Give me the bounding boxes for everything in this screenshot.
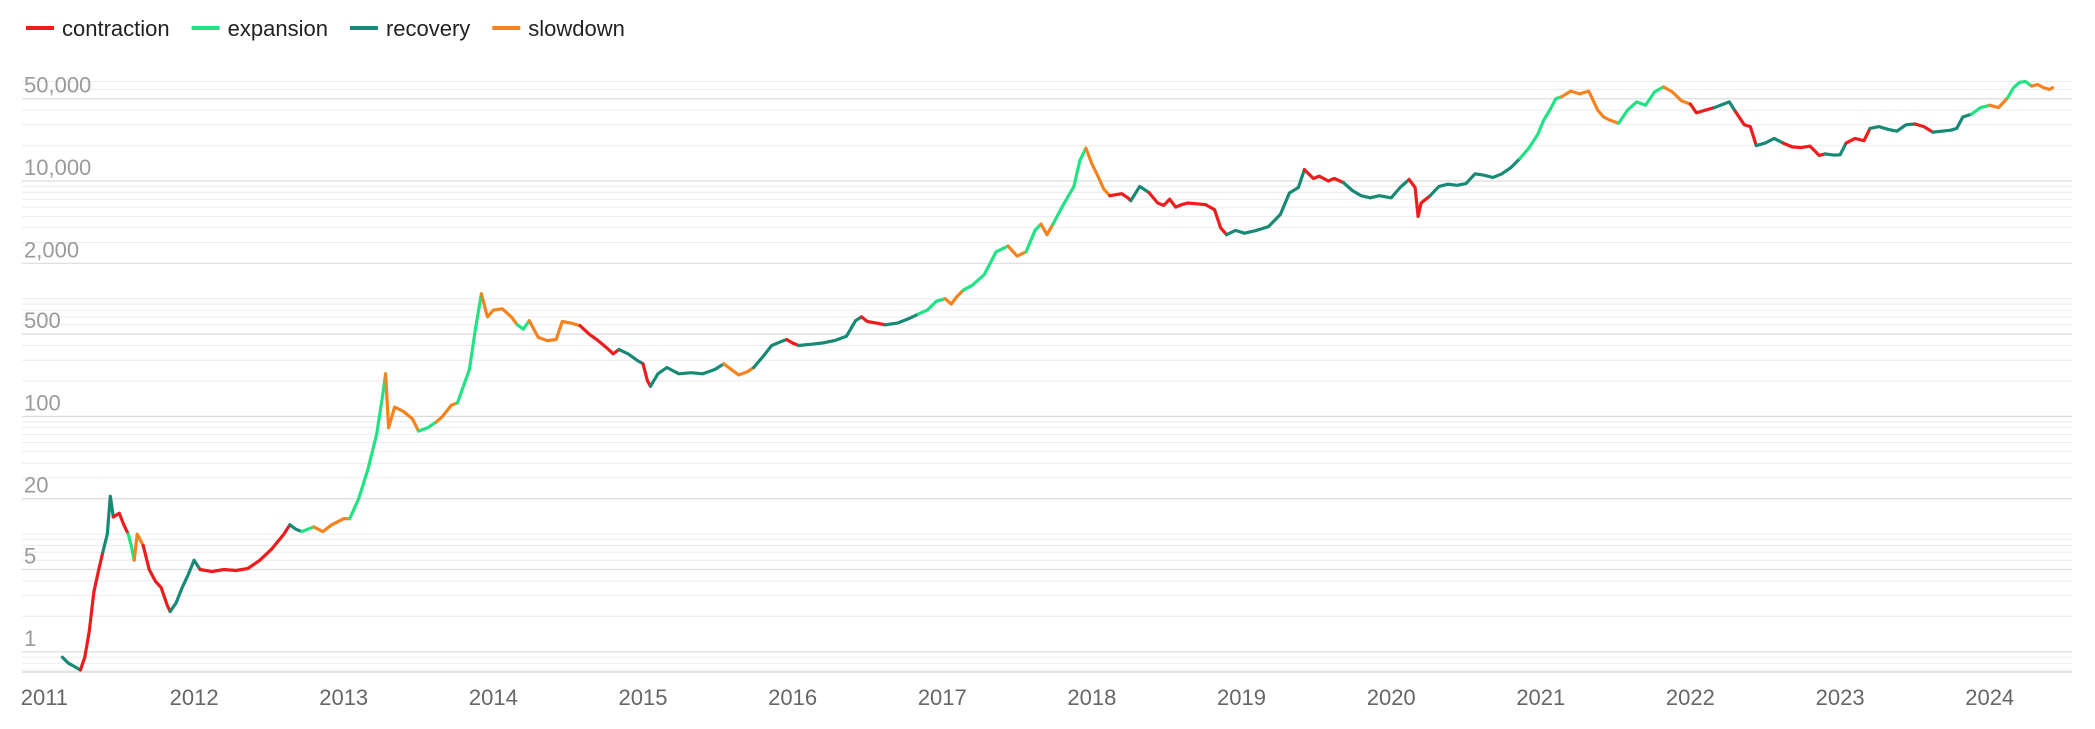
series-segment-slowdown (1006, 244, 1028, 258)
series-segment-contraction (641, 362, 653, 388)
x-tick-label: 2024 (1965, 685, 2014, 710)
series-segment-expansion (515, 319, 531, 331)
y-tick-label: 1 (24, 626, 36, 651)
series-segment-expansion (300, 525, 316, 534)
series-segment-slowdown (722, 362, 756, 377)
x-tick-label: 2021 (1516, 685, 1565, 710)
series-segment-recovery (1225, 168, 1306, 237)
series-segment-contraction (198, 523, 292, 574)
x-tick-label: 2020 (1367, 685, 1416, 710)
legend-label-expansion: expansion (228, 16, 328, 41)
series-segment-expansion (1024, 222, 1043, 254)
x-tick-label: 2013 (319, 685, 368, 710)
y-tick-label: 500 (24, 308, 61, 333)
series-segment-expansion (1518, 95, 1564, 161)
series-segment-expansion (348, 372, 388, 521)
x-tick-label: 2017 (918, 685, 967, 710)
legend-label-contraction: contraction (62, 16, 170, 41)
series-segment-slowdown (479, 292, 519, 327)
series-segment-slowdown (1039, 222, 1055, 237)
series-segment-recovery (797, 315, 864, 348)
series-segment-recovery (1754, 136, 1785, 148)
y-axis-ticks: 1 5 20 100 500 2,000 10,000 50,000 (24, 73, 91, 651)
x-tick-label: 2022 (1666, 685, 1715, 710)
series-segment-recovery (168, 558, 202, 614)
series-segment-contraction (785, 337, 801, 348)
series-segment-recovery (752, 337, 789, 370)
series-segment-slowdown (2030, 82, 2055, 91)
series-segment-contraction (1147, 190, 1229, 237)
grid-lines (22, 81, 2072, 673)
x-tick-label: 2016 (768, 685, 817, 710)
series-segment-recovery (1823, 141, 1848, 157)
series-segment-expansion (1617, 85, 1666, 125)
series-segment-recovery (60, 655, 82, 672)
series-segment-contraction (859, 315, 887, 327)
legend-label-slowdown: slowdown (528, 16, 625, 41)
series-segment-contraction (578, 324, 621, 356)
series-segment-contraction (1407, 177, 1432, 218)
x-tick-label: 2023 (1816, 685, 1865, 710)
series-segment-recovery (288, 523, 304, 534)
series-segment-recovery (1129, 184, 1151, 203)
series-segment-contraction (1913, 122, 1935, 134)
series-segment-recovery (101, 494, 115, 554)
y-tick-label: 100 (24, 390, 61, 415)
series-segment-recovery (1868, 122, 1917, 133)
series-segment-expansion (2006, 79, 2034, 100)
series-segment-recovery (1341, 177, 1411, 200)
series-segment-slowdown (1988, 96, 2010, 110)
series-segment-slowdown (312, 517, 352, 534)
y-tick-label: 2,000 (24, 237, 79, 262)
series-lines (60, 79, 2055, 672)
series-segment-slowdown (943, 288, 965, 306)
series-segment-expansion (1970, 103, 1992, 116)
series-segment-recovery (883, 312, 920, 327)
series-segment-contraction (1108, 192, 1133, 203)
x-tick-label: 2012 (170, 685, 219, 710)
series-segment-contraction (1844, 126, 1872, 145)
series-segment-expansion (961, 244, 1010, 292)
series-segment-slowdown (1661, 85, 1692, 106)
legend: contraction expansion recovery slowdown (26, 16, 625, 41)
series-segment-slowdown (132, 532, 145, 562)
series-segment-recovery (648, 362, 726, 388)
series-segment-recovery (1428, 157, 1522, 198)
series-segment-contraction (1302, 168, 1345, 185)
series-segment-expansion (916, 297, 947, 316)
series-segment-recovery (1712, 100, 1737, 113)
series-segment-expansion (416, 420, 439, 433)
series-segment-expansion (1051, 146, 1088, 226)
x-tick-label: 2019 (1217, 685, 1266, 710)
x-axis-ticks: 2011 2012 2013 2014 2015 2016 2017 2018 2019 2020… (21, 685, 2014, 710)
series-segment-contraction (111, 511, 130, 536)
y-tick-label: 5 (24, 544, 36, 569)
x-tick-label: 2015 (619, 685, 668, 710)
series-segment-contraction (141, 543, 172, 614)
series-segment-slowdown (434, 401, 459, 424)
series-segment-slowdown (1560, 89, 1621, 125)
series-segment-slowdown (1084, 146, 1112, 198)
legend-label-recovery: recovery (386, 16, 470, 41)
series-segment-contraction (1688, 102, 1716, 115)
x-tick-label: 2014 (469, 685, 518, 710)
series-segment-contraction (78, 550, 105, 672)
series-segment-recovery (1931, 112, 1974, 134)
series-segment-slowdown (527, 319, 582, 343)
series-segment-slowdown (384, 372, 421, 433)
x-tick-label: 2018 (1067, 685, 1116, 710)
y-tick-label: 50,000 (24, 73, 91, 98)
y-tick-label: 20 (24, 473, 48, 498)
series-segment-expansion (455, 292, 483, 405)
series-segment-recovery (617, 347, 645, 366)
series-segment-contraction (1781, 141, 1827, 157)
x-tick-label: 2011 (21, 685, 68, 710)
y-tick-label: 10,000 (24, 155, 91, 180)
series-segment-contraction (1733, 109, 1758, 148)
